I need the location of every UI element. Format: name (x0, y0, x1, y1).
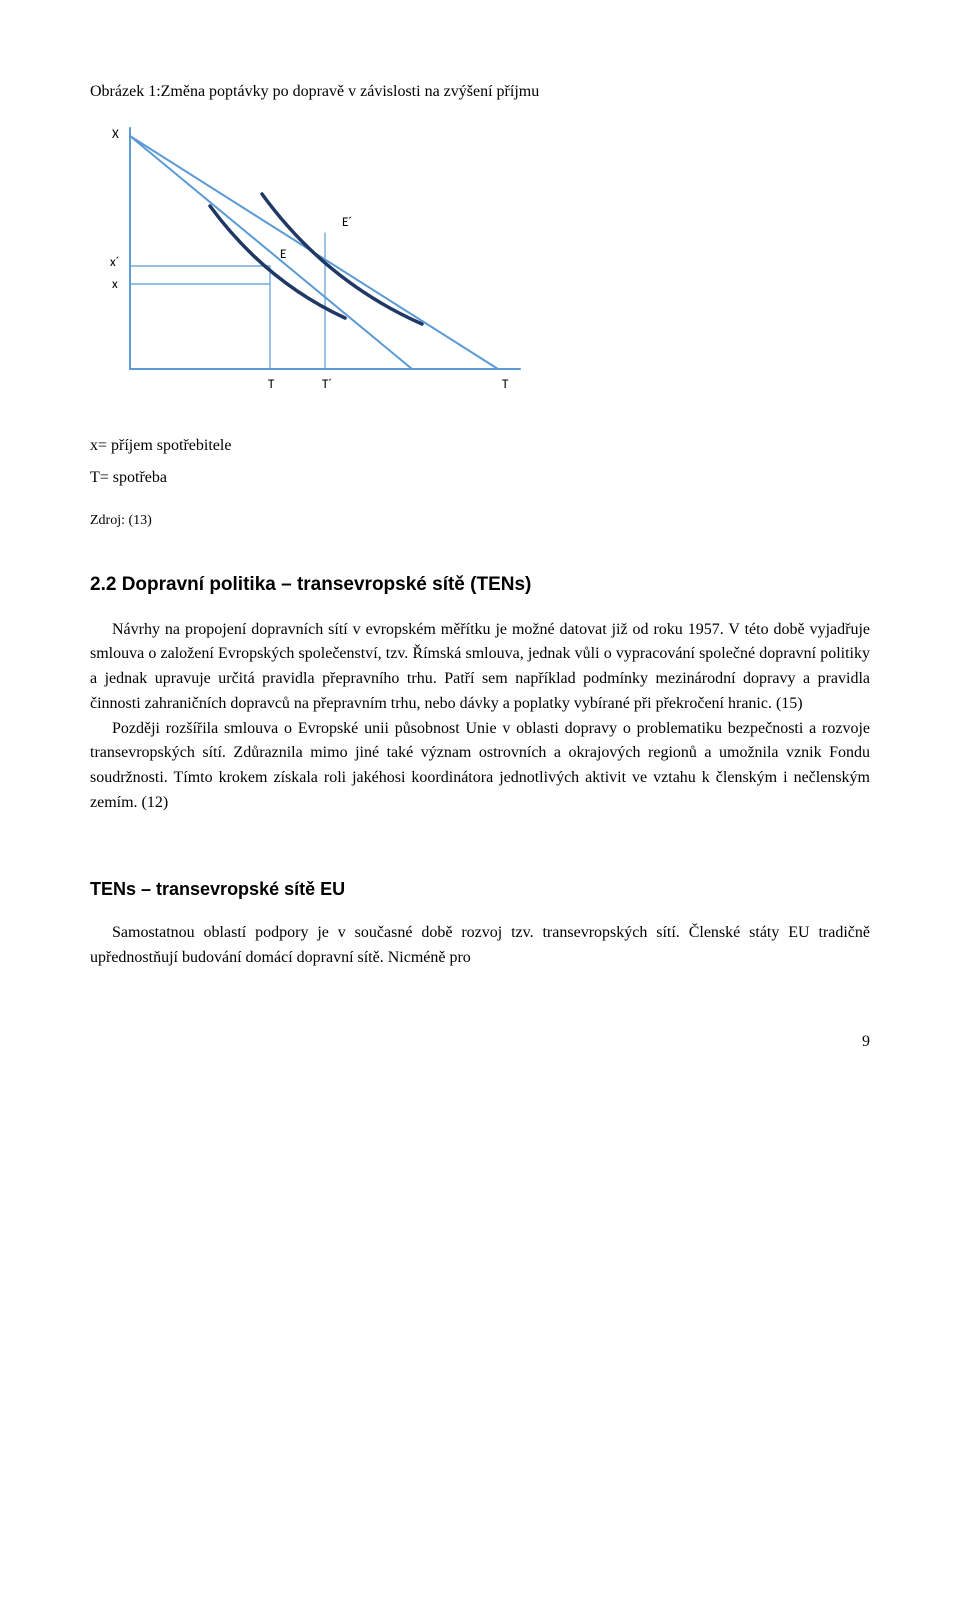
page-number: 9 (90, 1030, 870, 1054)
figure-chart: Xx´ x T T´ T E E´ (90, 116, 870, 404)
legend-t: T= spotřeba (90, 466, 870, 490)
svg-text:T: T (268, 377, 275, 392)
svg-text:x´: x´ (110, 255, 119, 270)
section-paragraph-2: Později rozšířila smlouva o Evropské uni… (90, 717, 870, 816)
svg-text:E: E (280, 247, 286, 262)
section-paragraph-1: Návrhy na propojení dopravních sítí v ev… (90, 618, 870, 717)
subsection-paragraph-1: Samostatnou oblastí podpory je v současn… (90, 921, 870, 971)
subsection-heading: TENs – transevropské sítě EU (90, 876, 870, 903)
figure-source: Zdroj: (13) (90, 510, 870, 531)
svg-text:E´: E´ (342, 215, 352, 230)
legend-x: x= příjem spotřebitele (90, 434, 870, 458)
figure-caption: Obrázek 1:Změna poptávky po dopravě v zá… (90, 80, 870, 104)
svg-text:T: T (502, 377, 509, 392)
svg-text:X: X (112, 127, 119, 142)
svg-text:x: x (112, 277, 118, 292)
svg-text:T´: T´ (322, 377, 332, 392)
section-heading: 2.2 Dopravní politika – transevropské sí… (90, 571, 870, 600)
indifference-curve-diagram: Xx´ x T T´ T E E´ (90, 116, 530, 396)
